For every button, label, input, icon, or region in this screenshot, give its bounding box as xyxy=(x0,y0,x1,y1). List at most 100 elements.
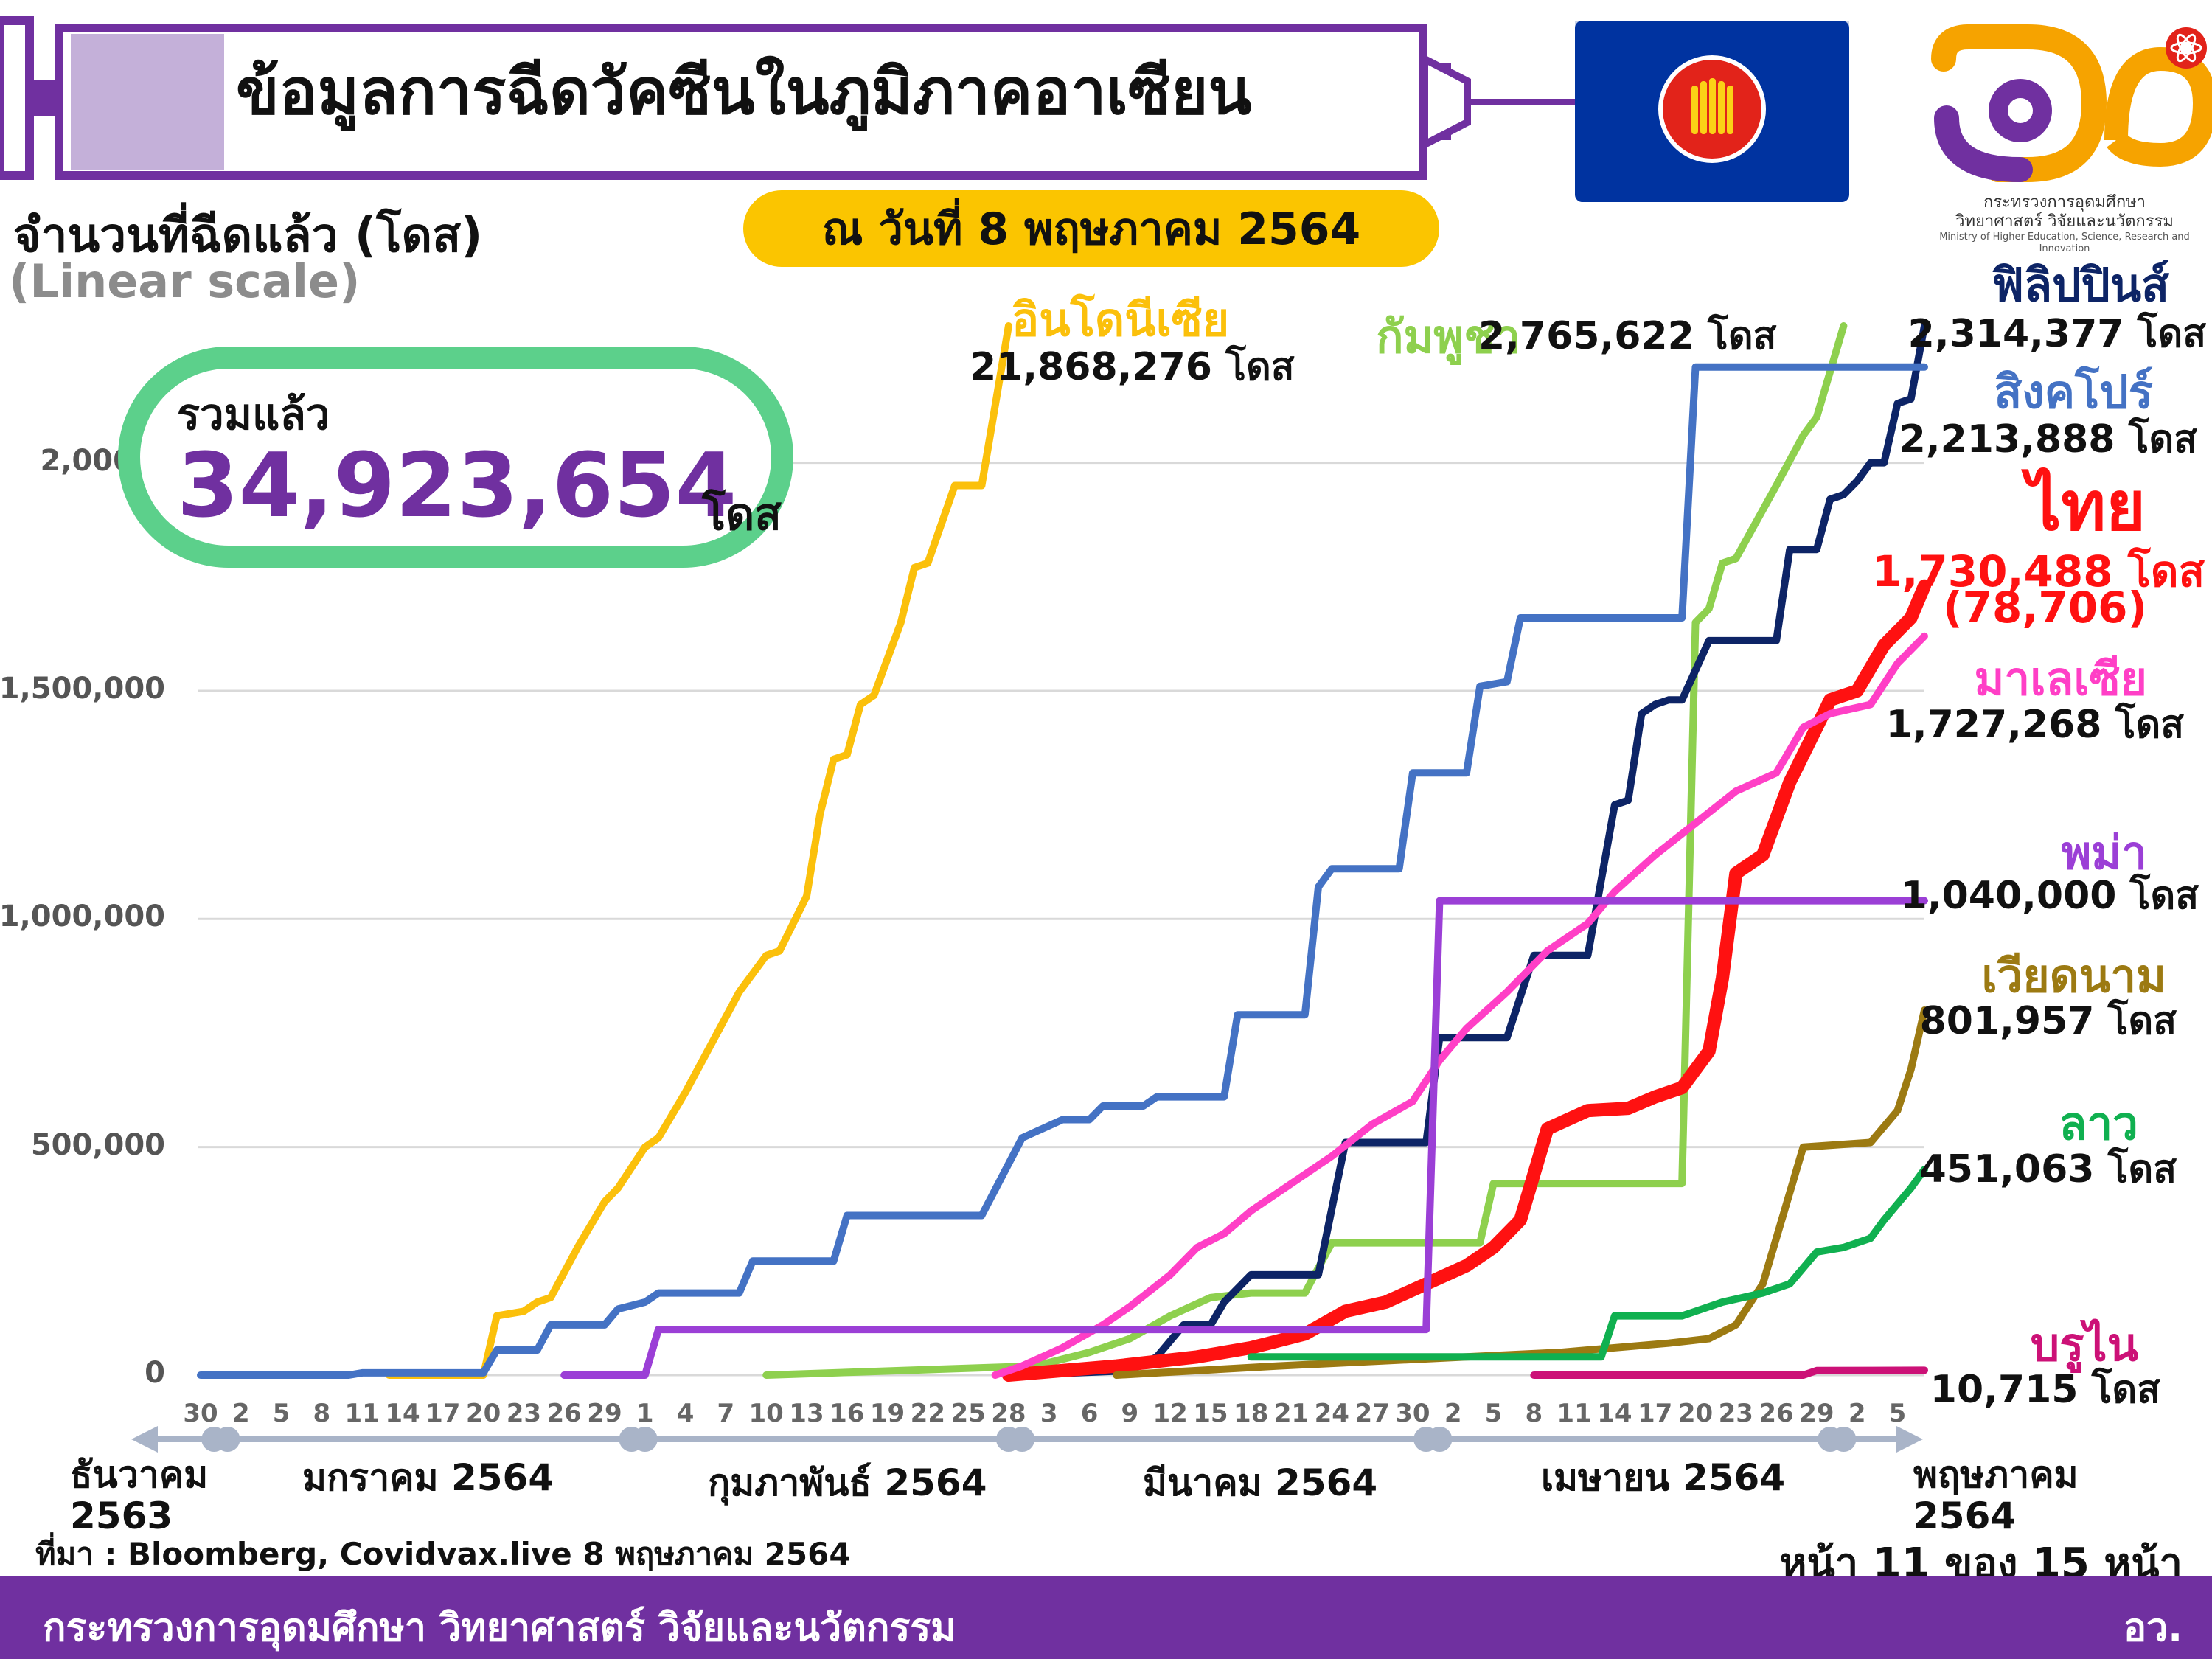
series-name-label: ลาว xyxy=(2059,1096,2138,1150)
month-label: พฤษภาคม 2564 xyxy=(1913,1453,2079,1537)
x-tick-label: 16 xyxy=(830,1399,865,1428)
ministry-name-line1: กระทรวงการอุดมศึกษา xyxy=(1983,193,2146,212)
x-tick-label: 23 xyxy=(1718,1399,1753,1428)
x-tick-label: 8 xyxy=(313,1399,331,1428)
syringe-banner xyxy=(0,16,1578,180)
x-tick-label: 11 xyxy=(344,1399,380,1428)
scale-note: (Linear scale) xyxy=(9,254,361,308)
month-label: กุมภาพันธ์ 2564 xyxy=(708,1461,987,1504)
series-name-label: มาเลเซีย xyxy=(1974,652,2147,706)
x-tick-label: 26 xyxy=(546,1399,582,1428)
month-marker xyxy=(1427,1427,1453,1452)
series-line xyxy=(1018,322,1928,1379)
footer-abbreviation: อว. xyxy=(2123,1606,2183,1650)
series-name-label: ไทย xyxy=(2027,467,2146,546)
x-tick-label: 14 xyxy=(385,1399,420,1428)
series-name-label: อินโดนีเซีย xyxy=(1012,293,1230,347)
y-tick-label: 1,000,000 xyxy=(0,900,165,934)
x-tick-label: 17 xyxy=(1638,1399,1673,1428)
y-tick-label: 1,500,000 xyxy=(0,671,165,706)
month-marker xyxy=(215,1427,240,1452)
y-tick-label: 500,000 xyxy=(30,1127,165,1162)
month-label: เมษายน 2564 xyxy=(1541,1456,1786,1499)
x-tick-label: 8 xyxy=(1525,1399,1543,1428)
month-marker xyxy=(1831,1427,1857,1452)
x-tick-label: 17 xyxy=(425,1399,461,1428)
x-tick-label: 20 xyxy=(1677,1399,1714,1428)
x-tick-label: 5 xyxy=(1888,1399,1907,1428)
x-tick-label: 29 xyxy=(1799,1399,1834,1428)
x-tick-label: 10 xyxy=(748,1399,784,1428)
x-tick-label: 6 xyxy=(1080,1399,1099,1428)
x-axis xyxy=(131,1426,1923,1453)
x-tick-label: 21 xyxy=(1273,1399,1310,1428)
series-value-label: 1,730,488 โดส xyxy=(1872,546,2205,597)
series-name-label: กัมพูชา xyxy=(1376,310,1521,364)
line-chart xyxy=(131,322,1931,1453)
series-line xyxy=(560,897,1928,1379)
x-tick-label: 2 xyxy=(1848,1399,1866,1428)
x-tick-label: 29 xyxy=(587,1399,622,1428)
y-axis-title: จำนวนที่ฉีดแล้ว (โดส) xyxy=(13,209,483,263)
series-value-label: 1,727,268 โดส xyxy=(1885,703,2184,747)
x-tick-label: 19 xyxy=(869,1399,905,1428)
x-tick-label: 11 xyxy=(1557,1399,1592,1428)
series-value-label: 21,868,276 โดส xyxy=(970,345,1295,389)
series-value-label: 1,040,000 โดส xyxy=(1900,874,2199,918)
x-tick-label: 5 xyxy=(272,1399,291,1428)
series-line xyxy=(1530,1366,1928,1379)
source-note: ที่มา : Bloomberg, Covidvax.live 8 พฤษภา… xyxy=(35,1536,851,1572)
x-tick-label: 3 xyxy=(1040,1399,1058,1428)
series-value-label: 801,957 โดส xyxy=(1919,999,2177,1043)
x-tick-label: 28 xyxy=(991,1399,1026,1428)
series-extra-label: (78,706) xyxy=(1943,582,2147,633)
series-value-label: 2,213,888 โดส xyxy=(1899,417,2197,462)
total-unit: โดส xyxy=(702,489,782,540)
series-lines xyxy=(197,322,1931,1382)
x-tick-label: 9 xyxy=(1121,1399,1139,1428)
series-line xyxy=(991,632,1928,1379)
x-tick-label: 30 xyxy=(1395,1399,1430,1428)
ministry-name-line2: วิทยาศาสตร์ วิจัยและนวัตกรรม xyxy=(1955,212,2174,231)
x-tick-label: 24 xyxy=(1314,1399,1349,1428)
x-tick-label: 2 xyxy=(232,1399,250,1428)
series-value-label: 10,715 โดส xyxy=(1930,1368,2160,1412)
asean-flag-icon xyxy=(1575,21,1849,205)
date-badge: ณ วันที่ 8 พฤษภาคม 2564 xyxy=(743,190,1439,267)
x-tick-label: 7 xyxy=(717,1399,735,1428)
y-tick-label: 0 xyxy=(145,1356,165,1390)
series-value-label: 451,063 โดส xyxy=(1919,1147,2177,1192)
month-label: มีนาคม 2564 xyxy=(1143,1461,1378,1504)
x-tick-label: 20 xyxy=(465,1399,501,1428)
ministry-logo-icon xyxy=(1931,24,2212,182)
x-tick-label: 27 xyxy=(1354,1399,1390,1428)
x-tick-label: 2 xyxy=(1444,1399,1462,1428)
axis-arrow-right-icon xyxy=(1896,1426,1923,1453)
month-label: มกราคม 2564 xyxy=(302,1456,554,1499)
month-marker xyxy=(1009,1427,1035,1452)
series-line xyxy=(762,322,1848,1379)
x-tick-label: 15 xyxy=(1193,1399,1228,1428)
page-title: ข้อมูลการฉีดวัคซีนในภูมิภาคอาเซียน xyxy=(236,55,1252,129)
total-label: รวมแล้ว xyxy=(177,389,330,439)
x-tick-label: 1 xyxy=(636,1399,654,1428)
x-tick-label: 5 xyxy=(1484,1399,1503,1428)
month-marker xyxy=(632,1427,658,1452)
series-line xyxy=(1247,1166,1928,1361)
series-value-label: 2,314,377 โดส xyxy=(1907,312,2206,356)
series-name-label: สิงคโปร์ xyxy=(1994,365,2153,419)
x-tick-label: 23 xyxy=(506,1399,542,1428)
x-tick-label: 12 xyxy=(1152,1399,1188,1428)
series-name-label: เวียดนาม xyxy=(1981,949,2166,1003)
footer-ministry-name: กระทรวงการอุดมศึกษา วิทยาศาสตร์ วิจัยและ… xyxy=(43,1606,956,1650)
series-line xyxy=(385,322,1012,1379)
x-tick-label: 26 xyxy=(1759,1399,1794,1428)
ministry-name: กระทรวงการอุดมศึกษา วิทยาศาสตร์ วิจัยและ… xyxy=(1917,193,2212,255)
total-badge xyxy=(118,347,793,568)
series-line xyxy=(1113,1006,1928,1379)
x-tick-label: 13 xyxy=(789,1399,824,1428)
x-tick-label: 25 xyxy=(950,1399,986,1428)
x-tick-label: 14 xyxy=(1597,1399,1632,1428)
x-tick-label: 4 xyxy=(676,1399,695,1428)
x-tick-label: 22 xyxy=(910,1399,945,1428)
